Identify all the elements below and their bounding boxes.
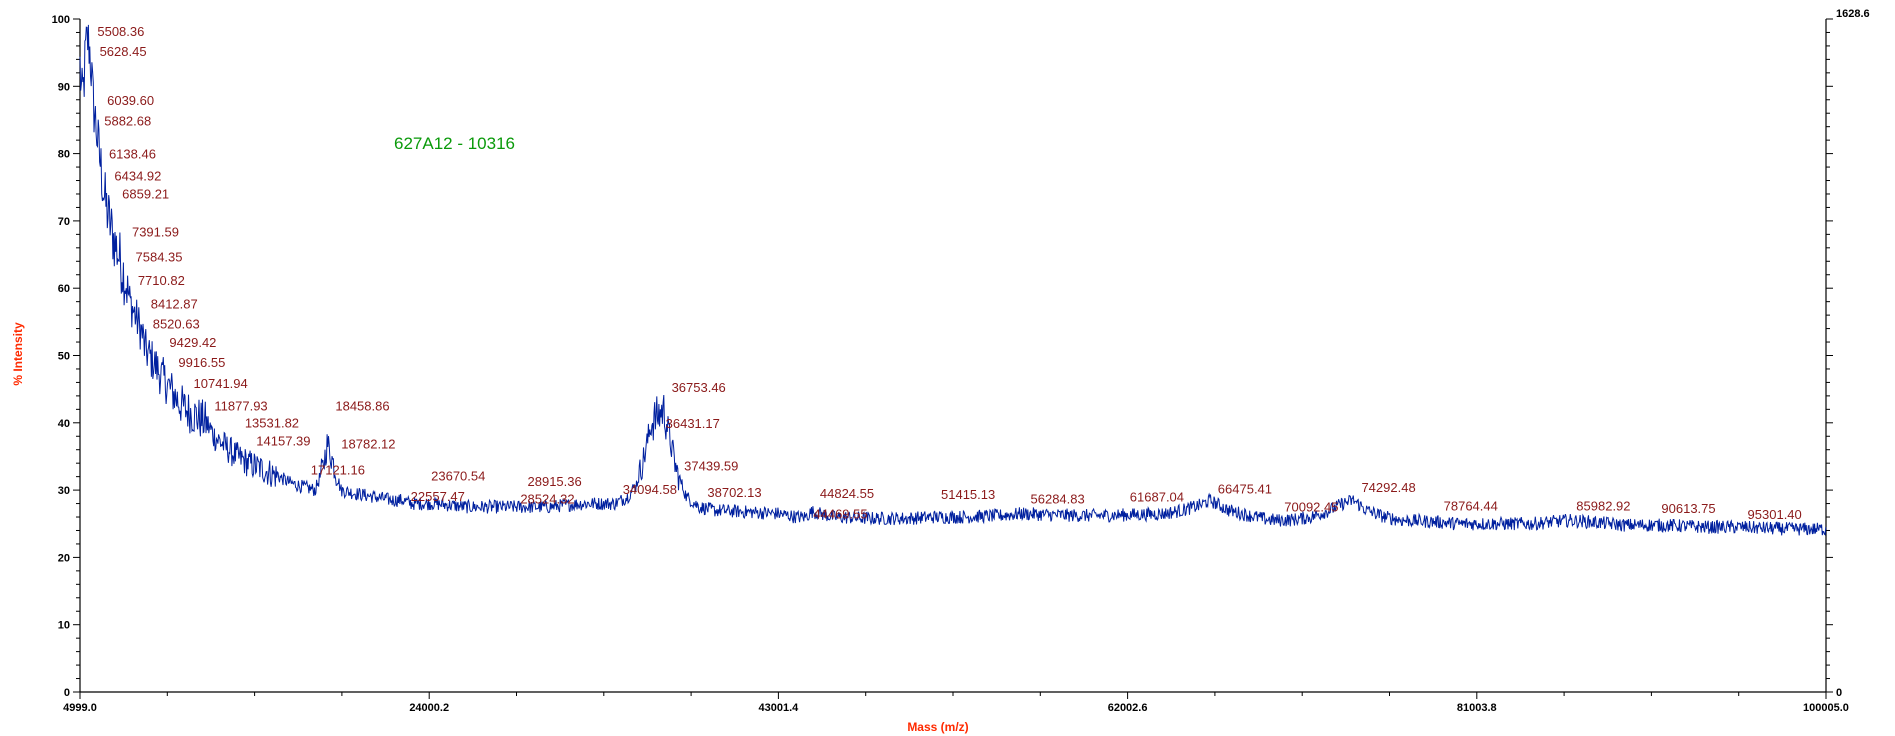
peak-label: 5508.36 [97, 24, 144, 39]
peak-label: 74292.48 [1361, 480, 1415, 495]
peak-label: 85982.92 [1576, 498, 1630, 513]
peak-label: 78764.44 [1444, 498, 1498, 513]
y-ticks: 0 10 20 30 40 50 60 70 80 90 100 [52, 14, 80, 699]
peak-label: 8412.87 [151, 296, 198, 311]
series [79, 24, 1827, 536]
peak-label: 18458.86 [335, 399, 389, 414]
peak-label: 5882.68 [104, 113, 151, 128]
x-tick-label: 81003.8 [1457, 702, 1497, 714]
y2-ticks: 0 1628.6 [1826, 8, 1870, 699]
peak-label: 23670.54 [431, 469, 485, 484]
peak-label: 51415.13 [941, 487, 995, 502]
y-tick-label: 40 [58, 418, 70, 430]
peak-label: 18782.12 [341, 436, 395, 451]
x-tick-label: 4999.0 [63, 702, 97, 714]
peak-label: 17121.16 [311, 463, 365, 478]
peak-label: 36753.46 [672, 380, 726, 395]
peak-label: 70092.45 [1284, 500, 1338, 515]
peak-label: 6039.60 [107, 93, 154, 108]
x-ticks: 4999.0 24000.2 43001.4 62002.6 81003.8 100005… [63, 692, 1849, 714]
sample-label: 627A12 - 10316 [394, 134, 515, 153]
peak-label: 10741.94 [194, 376, 248, 391]
y-tick-label: 30 [58, 485, 70, 497]
peak-label: 28915.36 [528, 474, 582, 489]
peak-label: 9916.55 [178, 355, 225, 370]
peak-label: 38702.13 [707, 485, 761, 500]
peak-label: 95301.40 [1748, 507, 1802, 522]
peak-label: 5628.45 [100, 44, 147, 59]
x-axis-title: Mass (m/z) [907, 720, 968, 734]
peak-label: 7391.59 [132, 224, 179, 239]
peak-label: 9429.42 [169, 335, 216, 350]
y-tick-label: 100 [52, 14, 70, 26]
peak-label: 6859.21 [122, 187, 169, 202]
axes [79, 19, 1827, 693]
y-tick-label: 80 [58, 149, 70, 161]
peak-label: 37439.59 [684, 459, 738, 474]
peak-label: 56284.83 [1031, 492, 1085, 507]
peak-label: 36431.17 [666, 416, 720, 431]
peak-label: 7710.82 [138, 273, 185, 288]
peak-label: 22557.47 [411, 489, 465, 504]
y-tick-label: 10 [58, 620, 70, 632]
peak-label: 8520.63 [153, 317, 200, 332]
peak-label: 34094.58 [623, 482, 677, 497]
peak-label: 6138.46 [109, 146, 156, 161]
y-axis-title: % Intensity [11, 322, 25, 386]
y-tick-label: 0 [64, 687, 70, 699]
x-tick-label: 43001.4 [759, 702, 800, 714]
peak-label: 11877.93 [214, 399, 267, 414]
peak-label: 90613.75 [1661, 501, 1715, 516]
y-tick-label: 20 [58, 552, 70, 564]
y-tick-label: 70 [58, 216, 70, 228]
peak-label: 66475.41 [1218, 481, 1272, 496]
x-tick-label: 62002.6 [1108, 702, 1148, 714]
peak-label: 7584.35 [136, 249, 183, 264]
y2-tick-label: 0 [1836, 687, 1842, 699]
spectrum-trace [79, 24, 1827, 536]
peak-label: 61687.04 [1130, 490, 1184, 505]
peak-label: 13531.82 [245, 416, 299, 431]
peak-label: 44469.55 [813, 506, 867, 521]
peak-label: 14157.39 [256, 434, 310, 449]
y-tick-label: 90 [58, 81, 70, 93]
y-tick-label: 60 [58, 283, 70, 295]
peak-labels: 5508.36 5628.45 6039.60 5882.68 6138.46 6434.… [97, 24, 1801, 522]
peak-label: 6434.92 [114, 169, 161, 184]
peak-label: 28524.32 [520, 492, 574, 507]
peak-label: 44824.55 [820, 486, 874, 501]
x-tick-label: 24000.2 [409, 702, 449, 714]
x-tick-label: 100005.0 [1803, 702, 1849, 714]
y2-tick-label: 1628.6 [1836, 8, 1870, 20]
y-tick-label: 50 [58, 351, 70, 363]
